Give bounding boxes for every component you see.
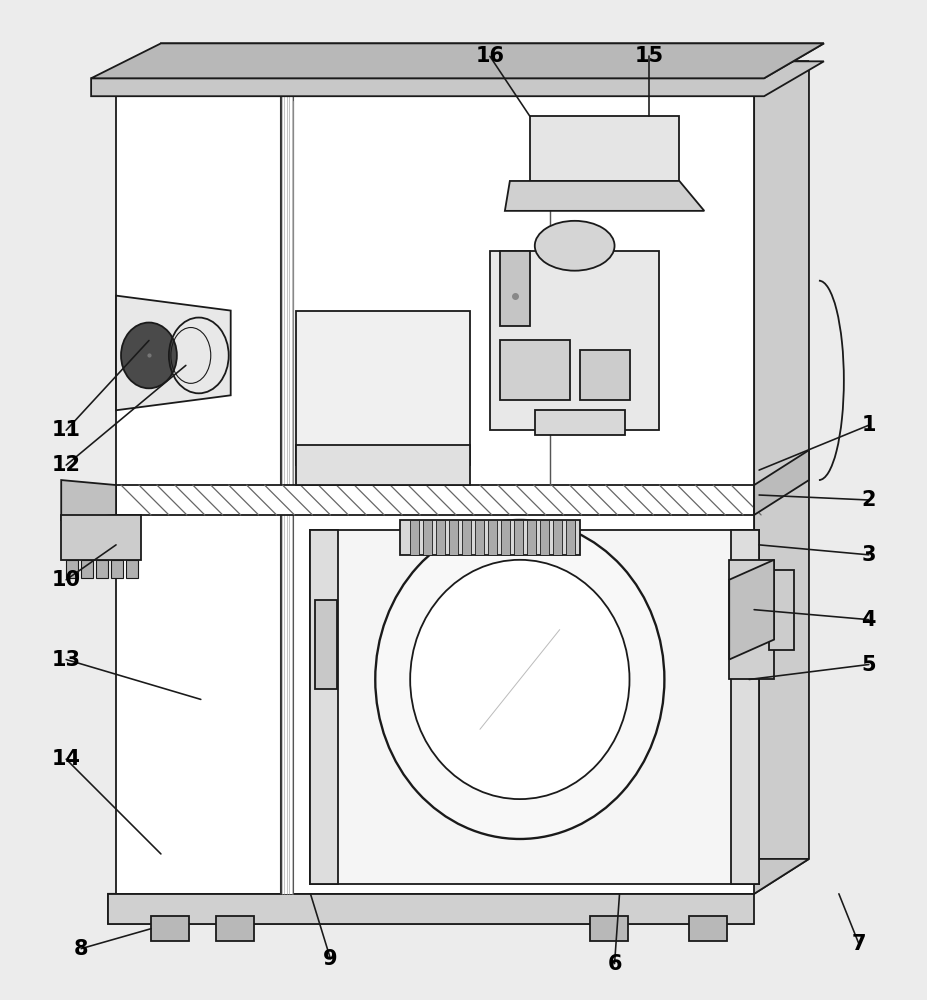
Polygon shape	[66, 560, 78, 578]
Polygon shape	[504, 181, 704, 211]
Bar	[730, 530, 758, 884]
Text: 4: 4	[860, 610, 875, 630]
Polygon shape	[81, 560, 93, 578]
Bar	[108, 894, 754, 924]
Polygon shape	[91, 43, 823, 96]
Text: 15: 15	[634, 46, 664, 66]
Text: 11: 11	[52, 420, 81, 440]
Bar	[315, 600, 337, 689]
Bar	[540, 520, 548, 555]
Bar	[436, 520, 445, 555]
Polygon shape	[729, 560, 773, 660]
Bar	[116, 485, 754, 515]
Bar	[116, 96, 754, 894]
Bar	[280, 96, 292, 894]
Text: 12: 12	[52, 455, 81, 475]
Text: 1: 1	[860, 415, 875, 435]
Polygon shape	[111, 560, 123, 578]
Bar	[151, 916, 188, 941]
Bar	[215, 916, 253, 941]
Bar	[410, 520, 419, 555]
Bar	[311, 530, 338, 884]
Text: 16: 16	[475, 46, 504, 66]
Polygon shape	[754, 450, 808, 515]
Bar	[61, 515, 141, 560]
Polygon shape	[754, 61, 808, 894]
Bar	[729, 560, 773, 679]
Polygon shape	[116, 61, 808, 96]
Text: 5: 5	[860, 655, 875, 675]
Bar	[295, 311, 469, 465]
Polygon shape	[61, 480, 116, 520]
Text: 8: 8	[74, 939, 88, 959]
Polygon shape	[126, 560, 138, 578]
Polygon shape	[96, 560, 108, 578]
Text: 9: 9	[323, 949, 337, 969]
Text: 13: 13	[52, 650, 81, 670]
Bar	[514, 520, 522, 555]
Bar	[400, 520, 579, 555]
Text: 3: 3	[860, 545, 875, 565]
Text: 7: 7	[851, 934, 865, 954]
Bar	[501, 520, 509, 555]
Polygon shape	[116, 296, 231, 410]
Bar	[295, 445, 469, 485]
Polygon shape	[116, 61, 808, 96]
Ellipse shape	[410, 560, 629, 799]
Text: 2: 2	[860, 490, 875, 510]
Bar	[589, 916, 627, 941]
Text: 10: 10	[52, 570, 81, 590]
Bar	[579, 350, 629, 400]
Bar	[500, 340, 569, 400]
Bar	[500, 251, 529, 326]
Bar	[527, 520, 535, 555]
Bar	[475, 520, 483, 555]
Bar	[529, 116, 679, 181]
Bar	[565, 520, 574, 555]
Polygon shape	[108, 859, 808, 924]
Text: 6: 6	[606, 954, 621, 974]
Bar	[552, 520, 561, 555]
Text: 14: 14	[52, 749, 81, 769]
Bar	[534, 410, 624, 435]
Bar	[489, 251, 659, 430]
Bar	[311, 530, 758, 884]
Bar	[768, 570, 794, 650]
Bar	[689, 916, 727, 941]
Ellipse shape	[121, 323, 177, 388]
Ellipse shape	[534, 221, 614, 271]
Polygon shape	[91, 43, 823, 78]
Bar	[462, 520, 471, 555]
Bar	[449, 520, 458, 555]
Bar	[488, 520, 496, 555]
Bar	[423, 520, 432, 555]
Ellipse shape	[375, 520, 664, 839]
